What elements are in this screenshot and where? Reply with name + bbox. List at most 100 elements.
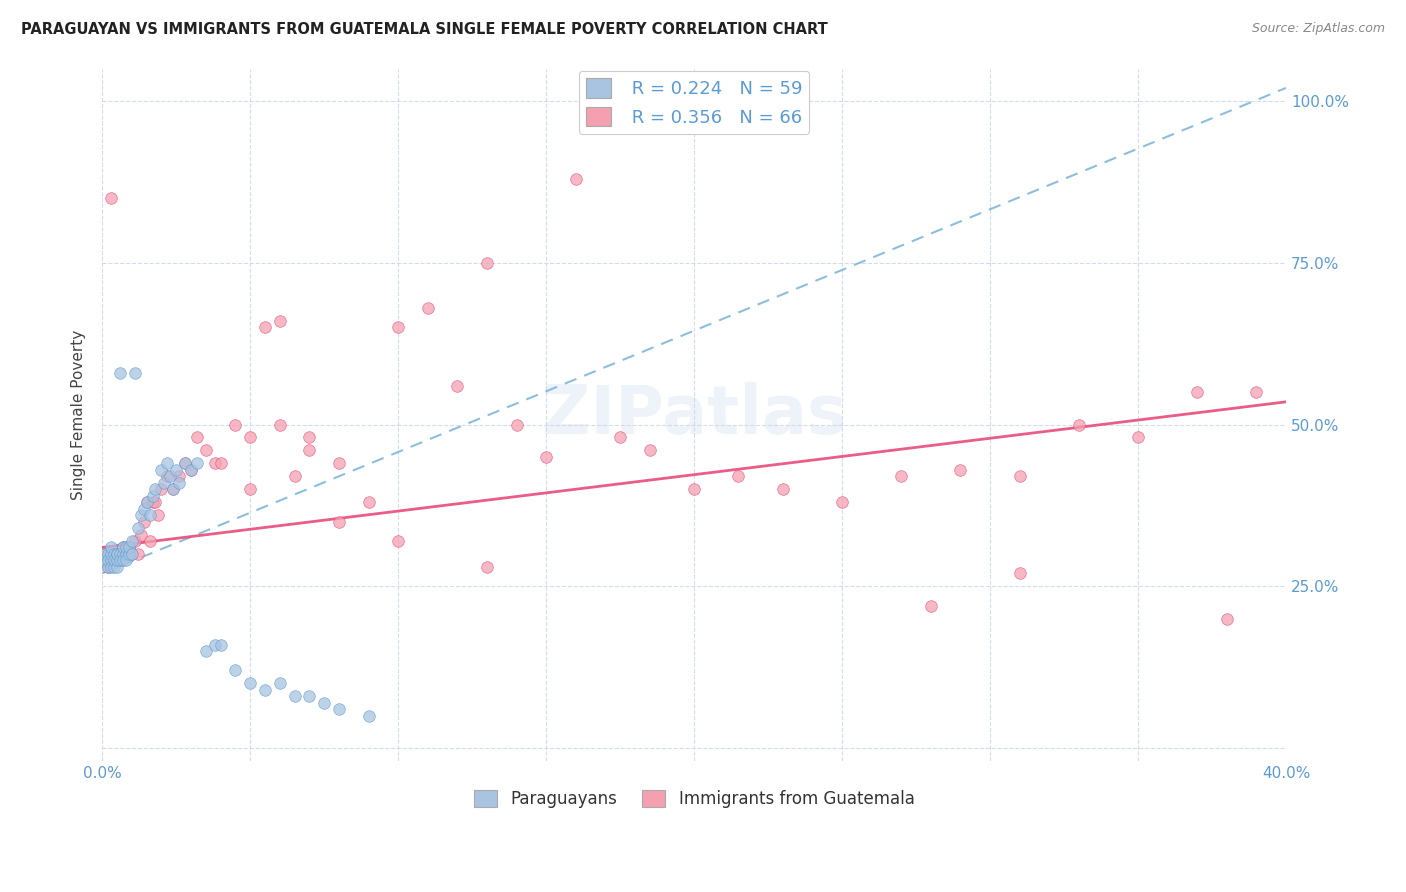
- Point: [115, 547, 138, 561]
- Point: [159, 469, 181, 483]
- Point: [298, 443, 321, 458]
- Point: [115, 553, 138, 567]
- Point: [772, 482, 794, 496]
- Point: [94, 547, 117, 561]
- Legend: Paraguayans, Immigrants from Guatemala: Paraguayans, Immigrants from Guatemala: [467, 783, 921, 815]
- Point: [97, 560, 120, 574]
- Point: [94, 553, 117, 567]
- Point: [328, 456, 350, 470]
- Point: [135, 495, 157, 509]
- Point: [105, 547, 128, 561]
- Point: [100, 560, 122, 574]
- Point: [105, 547, 128, 561]
- Point: [1067, 417, 1090, 432]
- Point: [141, 489, 163, 503]
- Point: [124, 366, 146, 380]
- Point: [115, 547, 138, 561]
- Point: [194, 443, 217, 458]
- Point: [111, 547, 134, 561]
- Point: [121, 547, 143, 561]
- Point: [387, 534, 409, 549]
- Point: [97, 560, 120, 574]
- Point: [103, 547, 125, 561]
- Point: [328, 515, 350, 529]
- Point: [108, 553, 131, 567]
- Point: [253, 320, 276, 334]
- Point: [100, 553, 122, 567]
- Text: Source: ZipAtlas.com: Source: ZipAtlas.com: [1251, 22, 1385, 36]
- Point: [118, 547, 141, 561]
- Point: [148, 508, 170, 522]
- Point: [446, 378, 468, 392]
- Y-axis label: Single Female Poverty: Single Female Poverty: [72, 330, 86, 500]
- Point: [328, 702, 350, 716]
- Point: [129, 508, 152, 522]
- Point: [132, 515, 155, 529]
- Point: [357, 495, 380, 509]
- Point: [118, 541, 141, 555]
- Point: [127, 547, 149, 561]
- Point: [638, 443, 661, 458]
- Point: [129, 527, 152, 541]
- Point: [269, 676, 291, 690]
- Point: [269, 417, 291, 432]
- Text: PARAGUAYAN VS IMMIGRANTS FROM GUATEMALA SINGLE FEMALE POVERTY CORRELATION CHART: PARAGUAYAN VS IMMIGRANTS FROM GUATEMALA …: [21, 22, 828, 37]
- Point: [224, 417, 246, 432]
- Point: [103, 560, 125, 574]
- Point: [253, 682, 276, 697]
- Point: [505, 417, 527, 432]
- Point: [239, 482, 262, 496]
- Point: [138, 508, 160, 522]
- Point: [475, 256, 498, 270]
- Point: [564, 171, 586, 186]
- Point: [156, 456, 179, 470]
- Point: [97, 547, 120, 561]
- Point: [138, 534, 160, 549]
- Point: [94, 547, 117, 561]
- Point: [180, 463, 202, 477]
- Point: [890, 469, 912, 483]
- Point: [204, 638, 226, 652]
- Point: [141, 495, 163, 509]
- Point: [121, 547, 143, 561]
- Text: ZIPatlas: ZIPatlas: [541, 382, 846, 448]
- Point: [1008, 566, 1031, 581]
- Point: [387, 320, 409, 334]
- Point: [127, 521, 149, 535]
- Point: [162, 482, 184, 496]
- Point: [100, 541, 122, 555]
- Point: [111, 541, 134, 555]
- Point: [105, 547, 128, 561]
- Point: [111, 553, 134, 567]
- Point: [1008, 469, 1031, 483]
- Point: [145, 482, 167, 496]
- Point: [298, 430, 321, 444]
- Point: [150, 463, 173, 477]
- Point: [111, 541, 134, 555]
- Point: [298, 690, 321, 704]
- Point: [118, 541, 141, 555]
- Point: [165, 463, 187, 477]
- Point: [727, 469, 749, 483]
- Point: [357, 708, 380, 723]
- Point: [105, 553, 128, 567]
- Point: [209, 456, 232, 470]
- Point: [269, 314, 291, 328]
- Point: [108, 547, 131, 561]
- Point: [831, 495, 853, 509]
- Point: [209, 638, 232, 652]
- Point: [162, 482, 184, 496]
- Point: [97, 553, 120, 567]
- Point: [949, 463, 972, 477]
- Point: [121, 534, 143, 549]
- Point: [105, 560, 128, 574]
- Point: [153, 475, 176, 490]
- Point: [124, 534, 146, 549]
- Point: [1185, 385, 1208, 400]
- Point: [314, 696, 336, 710]
- Point: [186, 430, 208, 444]
- Point: [920, 599, 942, 613]
- Point: [103, 553, 125, 567]
- Point: [224, 664, 246, 678]
- Point: [108, 553, 131, 567]
